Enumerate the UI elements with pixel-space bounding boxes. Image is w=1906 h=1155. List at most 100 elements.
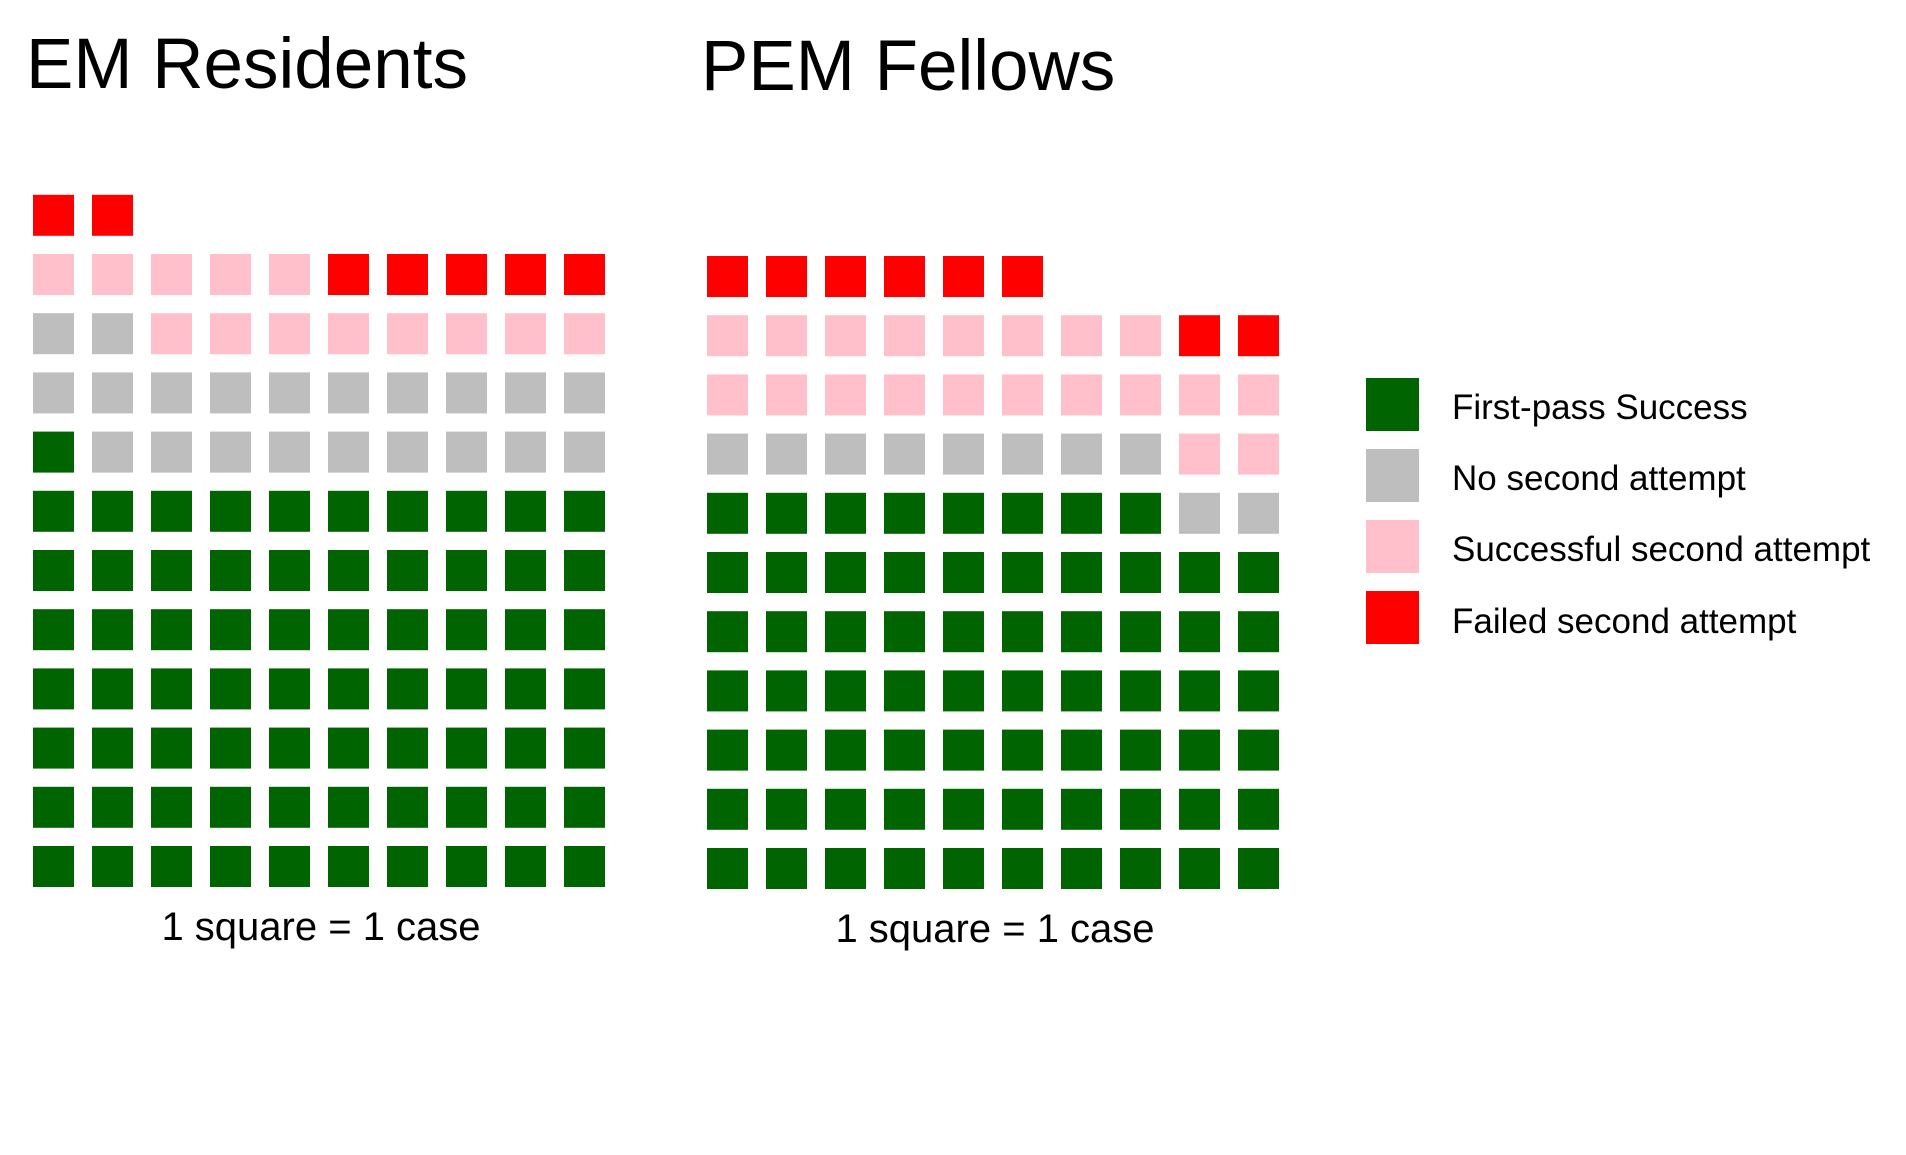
- waffle-square-no-second-attempt: [446, 372, 487, 414]
- waffle-square-no-second-attempt: [210, 372, 251, 414]
- waffle-square-no-second-attempt: [387, 372, 428, 414]
- waffle-square-failed-second-attempt: [707, 256, 748, 297]
- waffle-square-first-pass-success: [1002, 729, 1043, 771]
- waffle-square-successful-second-attempt: [505, 313, 546, 355]
- waffle-square-successful-second-attempt: [1120, 374, 1161, 416]
- waffle-square-first-pass-success: [564, 786, 605, 828]
- waffle-square-first-pass-success: [328, 727, 369, 769]
- waffle-square-first-pass-success: [269, 727, 310, 769]
- waffle-square-first-pass-success: [92, 846, 133, 887]
- legend: First-pass Success No second attempt Suc…: [1366, 378, 1871, 644]
- waffle-square-first-pass-success: [269, 609, 310, 651]
- waffle-square-no-second-attempt: [564, 372, 605, 414]
- waffle-square-first-pass-success: [387, 846, 428, 887]
- waffle-square-first-pass-success: [269, 490, 310, 532]
- waffle-square-first-pass-success: [1120, 611, 1161, 653]
- waffle-square-first-pass-success: [1061, 729, 1102, 771]
- waffle-square-first-pass-success: [766, 611, 807, 653]
- waffle-square-first-pass-success: [1179, 729, 1220, 771]
- waffle-square-no-second-attempt: [33, 372, 74, 414]
- waffle-square-first-pass-success: [766, 788, 807, 830]
- waffle-square-successful-second-attempt: [328, 313, 369, 355]
- legend-label-failed-second-attempt: Failed second attempt: [1452, 602, 1797, 641]
- waffle-square-successful-second-attempt: [1120, 315, 1161, 357]
- waffle-square-first-pass-success: [564, 846, 605, 887]
- waffle-square-first-pass-success: [446, 727, 487, 769]
- waffle-square-first-pass-success: [151, 550, 192, 591]
- waffle-square-first-pass-success: [1120, 729, 1161, 771]
- waffle-square-first-pass-success: [1002, 788, 1043, 830]
- waffle-square-successful-second-attempt: [943, 315, 984, 357]
- waffle-square-no-second-attempt: [766, 433, 807, 475]
- waffle-square-first-pass-success: [884, 670, 925, 712]
- waffle-square-failed-second-attempt: [328, 254, 369, 295]
- waffle-square-first-pass-success: [151, 668, 192, 710]
- waffle-square-first-pass-success: [825, 788, 866, 830]
- waffle-square-successful-second-attempt: [1002, 374, 1043, 416]
- waffle-square-first-pass-success: [505, 609, 546, 651]
- waffle-square-first-pass-success: [210, 727, 251, 769]
- waffle-square-successful-second-attempt: [884, 374, 925, 416]
- waffle-square-successful-second-attempt: [210, 254, 251, 295]
- waffle-square-first-pass-success: [151, 727, 192, 769]
- waffle-square-first-pass-success: [1061, 492, 1102, 534]
- waffle-square-first-pass-success: [446, 668, 487, 710]
- waffle-square-first-pass-success: [1002, 611, 1043, 653]
- waffle-square-first-pass-success: [328, 609, 369, 651]
- waffle-square-no-second-attempt: [446, 431, 487, 473]
- waffle-square-first-pass-success: [825, 670, 866, 712]
- waffle-square-successful-second-attempt: [825, 315, 866, 357]
- waffle-square-successful-second-attempt: [766, 315, 807, 357]
- waffle-square-successful-second-attempt: [210, 313, 251, 355]
- waffle-square-first-pass-success: [943, 729, 984, 771]
- waffle-square-first-pass-success: [943, 670, 984, 712]
- waffle-square-successful-second-attempt: [151, 254, 192, 295]
- waffle-square-first-pass-success: [825, 848, 866, 889]
- waffle-square-first-pass-success: [387, 609, 428, 651]
- waffle-square-first-pass-success: [505, 668, 546, 710]
- waffle-square-successful-second-attempt: [1179, 374, 1220, 416]
- waffle-square-first-pass-success: [33, 668, 74, 710]
- waffle-square-first-pass-success: [825, 492, 866, 534]
- waffle-square-first-pass-success: [210, 668, 251, 710]
- pem-fellows-caption: 1 square = 1 case: [835, 907, 1154, 951]
- waffle-square-first-pass-success: [269, 786, 310, 828]
- waffle-square-first-pass-success: [33, 550, 74, 591]
- waffle-square-first-pass-success: [766, 492, 807, 534]
- waffle-square-failed-second-attempt: [564, 254, 605, 295]
- waffle-square-first-pass-success: [825, 552, 866, 593]
- waffle-square-successful-second-attempt: [1238, 433, 1279, 475]
- waffle-square-first-pass-success: [387, 727, 428, 769]
- waffle-square-first-pass-success: [1179, 788, 1220, 830]
- waffle-square-first-pass-success: [1120, 670, 1161, 712]
- waffle-square-first-pass-success: [1120, 848, 1161, 889]
- waffle-square-first-pass-success: [1179, 848, 1220, 889]
- waffle-square-first-pass-success: [269, 550, 310, 591]
- waffle-square-no-second-attempt: [151, 431, 192, 473]
- waffle-square-successful-second-attempt: [387, 313, 428, 355]
- waffle-square-failed-second-attempt: [1238, 315, 1279, 357]
- waffle-square-no-second-attempt: [505, 431, 546, 473]
- em-residents-caption: 1 square = 1 case: [161, 905, 480, 949]
- legend-swatch-no-second-attempt: [1366, 449, 1419, 502]
- waffle-square-first-pass-success: [328, 668, 369, 710]
- waffle-square-first-pass-success: [707, 492, 748, 534]
- waffle-square-first-pass-success: [707, 848, 748, 889]
- waffle-square-first-pass-success: [564, 550, 605, 591]
- waffle-square-first-pass-success: [33, 846, 74, 887]
- waffle-square-no-second-attempt: [269, 431, 310, 473]
- waffle-square-successful-second-attempt: [766, 374, 807, 416]
- waffle-square-first-pass-success: [1061, 848, 1102, 889]
- em-residents-waffle-grid: [33, 194, 605, 887]
- waffle-square-successful-second-attempt: [564, 313, 605, 355]
- waffle-square-first-pass-success: [387, 668, 428, 710]
- waffle-square-first-pass-success: [269, 846, 310, 887]
- waffle-square-failed-second-attempt: [825, 256, 866, 297]
- waffle-square-first-pass-success: [33, 431, 74, 473]
- waffle-square-first-pass-success: [151, 786, 192, 828]
- waffle-square-first-pass-success: [1179, 552, 1220, 593]
- waffle-square-first-pass-success: [92, 609, 133, 651]
- waffle-square-first-pass-success: [1061, 788, 1102, 830]
- waffle-square-first-pass-success: [387, 490, 428, 532]
- waffle-square-successful-second-attempt: [33, 254, 74, 295]
